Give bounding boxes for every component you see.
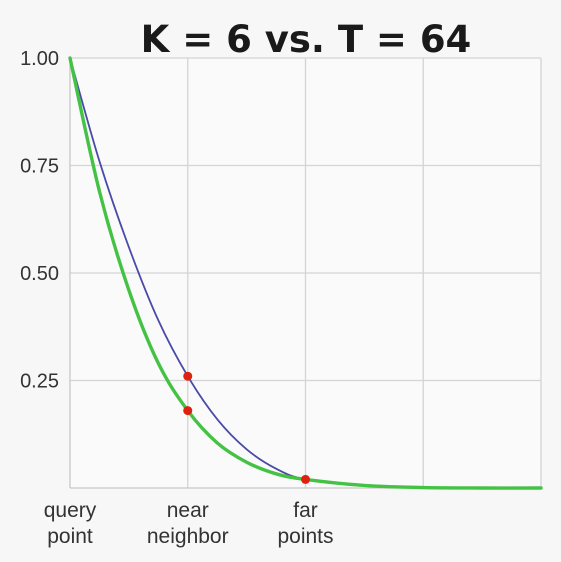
series-group [68,56,543,490]
x-tick-label-line: points [277,525,333,548]
x-tick-label-line: far [293,499,318,522]
x-tick-label-line: query [44,499,97,522]
markers-group [183,371,310,484]
x-tick-label: near neighbor [147,499,229,548]
y-axis-ticks: 0.25 0.50 0.75 1.00 [20,48,59,393]
x-axis-ticks: query point near neighbor far points [44,499,334,548]
marker-point [301,474,310,484]
grid [69,57,542,489]
marker-point [183,371,193,381]
x-tick-label: query point [44,499,97,548]
x-tick-label-line: near [167,499,209,522]
y-tick-label: 0.25 [20,371,59,393]
chart-title: K = 6 vs. T = 64 [141,18,472,61]
series-line-2 [68,56,543,490]
y-tick-label: 0.75 [20,156,59,178]
x-tick-label-line: neighbor [147,525,229,548]
y-tick-label: 0.50 [20,263,59,285]
y-tick-label: 1.00 [20,48,59,70]
marker-point [183,406,193,416]
x-tick-label: far points [277,499,333,548]
x-tick-label-line: point [47,525,93,548]
